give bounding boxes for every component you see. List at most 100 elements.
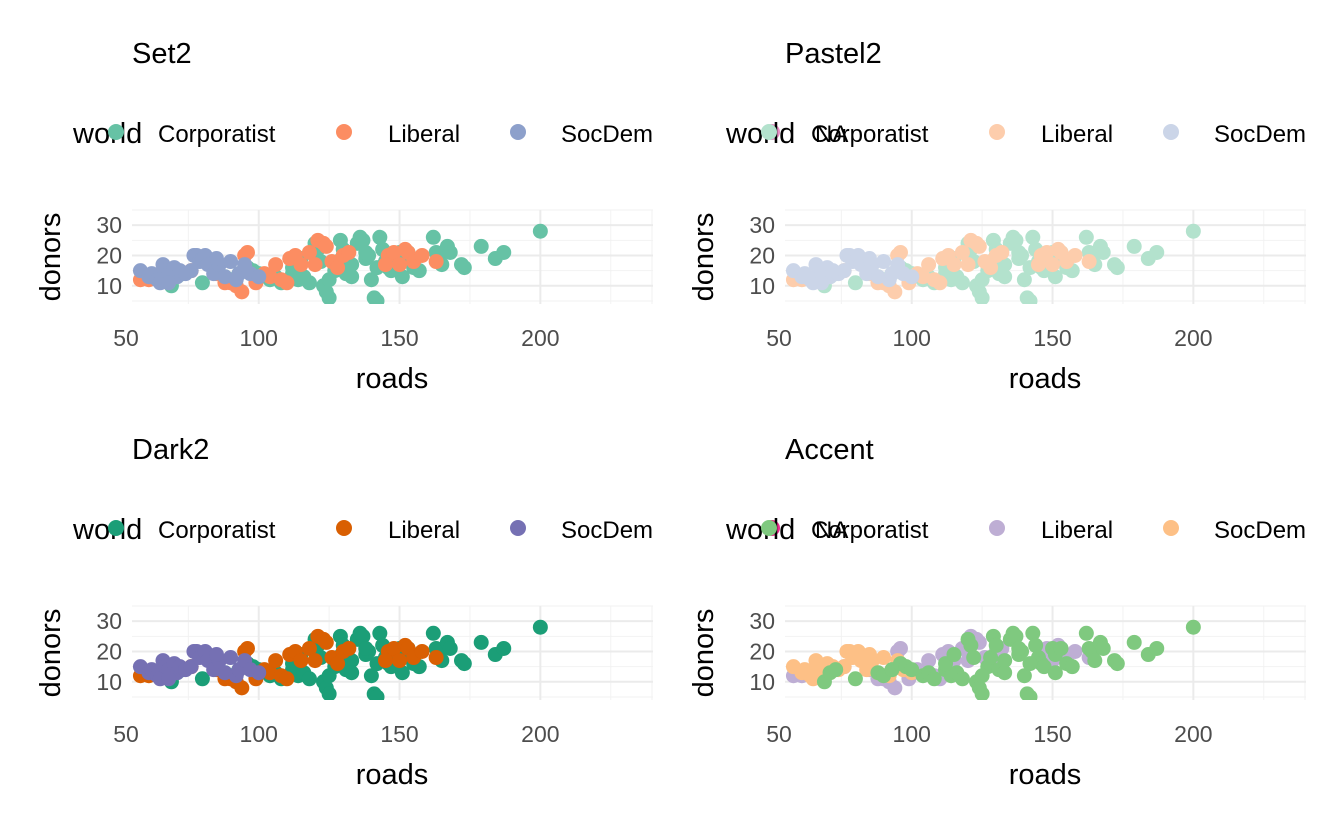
point-corporatist	[496, 244, 512, 260]
point-corporatist	[997, 269, 1013, 285]
point-corporatist	[394, 269, 410, 285]
point-corporatist	[1011, 244, 1027, 260]
y-tick-label: 20	[96, 242, 122, 268]
point-corporatist	[363, 668, 379, 684]
legend-key-socdem	[1163, 520, 1179, 536]
point-corporatist	[473, 238, 489, 254]
point-liberal	[262, 665, 278, 681]
point-corporatist	[1008, 232, 1024, 248]
y-tick-label: 10	[749, 669, 775, 695]
y-tick-label: 10	[749, 273, 775, 299]
x-tick-label: 100	[240, 325, 278, 351]
point-liberal	[428, 650, 444, 666]
point-liberal	[293, 653, 309, 669]
x-tick-label: 150	[380, 721, 418, 747]
point-liberal	[279, 671, 295, 687]
point-liberal	[414, 247, 430, 263]
y-axis-title: donors	[35, 609, 67, 698]
point-corporatist	[321, 272, 337, 288]
point-corporatist	[1078, 229, 1094, 245]
point-corporatist	[1047, 665, 1063, 681]
point-liberal	[915, 269, 931, 285]
point-corporatist	[1036, 659, 1052, 675]
points	[785, 619, 1201, 700]
legend-key-liberal	[989, 520, 1005, 536]
point-corporatist	[456, 656, 472, 672]
point-liberal	[1045, 257, 1061, 273]
point-corporatist	[1011, 640, 1027, 656]
point-liberal	[386, 640, 402, 656]
point-corporatist	[997, 665, 1013, 681]
y-axis-title: donors	[688, 213, 720, 302]
point-socdem	[876, 650, 892, 666]
legend-label-liberal: Liberal	[388, 517, 460, 544]
point-corporatist	[1016, 668, 1032, 684]
point-liberal	[307, 653, 323, 669]
point-socdem	[208, 251, 224, 267]
y-axis-title: donors	[35, 213, 67, 302]
panel-title: Accent	[785, 434, 874, 466]
point-liberal	[887, 284, 903, 300]
legend-key-corporatist	[761, 520, 777, 536]
panel-title: Dark2	[132, 434, 209, 466]
legend-label-socdem: SocDem	[1214, 121, 1306, 148]
point-liberal	[994, 244, 1010, 260]
point-corporatist	[847, 275, 863, 291]
legend-key-liberal	[989, 124, 1005, 140]
legend-label-corporatist: Corporatist	[811, 517, 929, 544]
point-liberal	[1039, 244, 1055, 260]
legend-label-socdem: SocDem	[1214, 517, 1306, 544]
point-corporatist	[974, 290, 990, 304]
legend-label-liberal: Liberal	[1041, 517, 1113, 544]
point-liberal	[279, 275, 295, 291]
point-corporatist	[442, 640, 458, 656]
y-tick-label: 30	[96, 608, 122, 634]
point-liberal	[318, 634, 334, 650]
point-liberal	[892, 640, 908, 656]
point-socdem	[814, 275, 830, 291]
legend-title: world	[725, 514, 795, 546]
legend-label-na: NA	[815, 517, 848, 544]
point-corporatist	[904, 662, 920, 678]
y-tick-label: 10	[96, 273, 122, 299]
legend-label-liberal: Liberal	[1041, 121, 1113, 148]
point-socdem	[161, 671, 177, 687]
point-corporatist	[1064, 659, 1080, 675]
point-corporatist	[456, 260, 472, 276]
x-tick-label: 100	[893, 325, 931, 351]
point-corporatist	[194, 275, 210, 291]
point-corporatist	[1149, 640, 1165, 656]
point-corporatist	[372, 229, 388, 245]
point-corporatist	[974, 686, 990, 700]
legend-label-na: NA	[815, 121, 848, 148]
x-axis-title: roads	[356, 759, 429, 791]
point-corporatist	[301, 275, 317, 291]
point-liberal	[234, 284, 250, 300]
point-liberal	[234, 680, 250, 696]
point-liberal	[971, 238, 987, 254]
point-socdem	[161, 275, 177, 291]
legend: world Corporatist Liberal SocDem NA	[725, 514, 1306, 546]
point-liberal	[239, 640, 255, 656]
point-corporatist	[1185, 619, 1201, 635]
point-corporatist	[532, 223, 548, 239]
point-corporatist	[1149, 244, 1165, 260]
point-corporatist	[1028, 637, 1044, 653]
point-corporatist	[1022, 293, 1038, 304]
point-corporatist	[358, 244, 374, 260]
x-tick-label: 50	[766, 721, 792, 747]
legend-label-corporatist: Corporatist	[158, 517, 276, 544]
point-corporatist	[369, 293, 385, 304]
point-corporatist	[946, 647, 962, 663]
point-corporatist	[1087, 653, 1103, 669]
x-tick-label: 150	[380, 325, 418, 351]
point-corporatist	[1126, 238, 1142, 254]
point-liberal	[946, 257, 962, 273]
point-liberal	[954, 244, 970, 260]
y-tick-label: 30	[96, 212, 122, 238]
legend-label-corporatist: Corporatist	[158, 121, 276, 148]
x-tick-label: 50	[113, 325, 139, 351]
point-liberal	[887, 680, 903, 696]
legend-key-socdem	[510, 124, 526, 140]
legend: world Corporatist Liberal SocDem NA	[725, 118, 1306, 150]
